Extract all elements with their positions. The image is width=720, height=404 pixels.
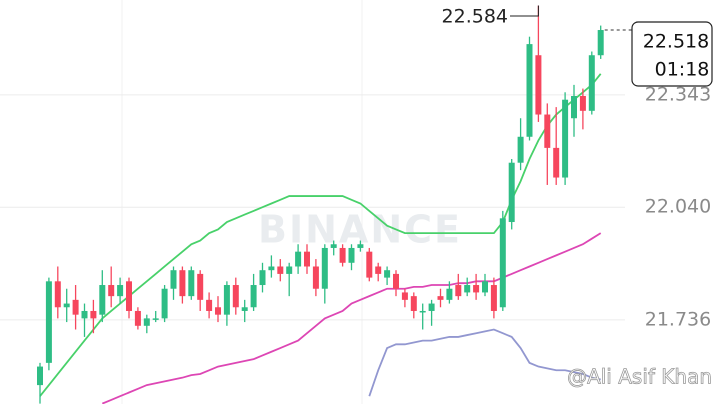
candle-body: [179, 270, 186, 297]
candle-body: [37, 366, 43, 386]
candle-body: [339, 247, 346, 263]
candle-body: [401, 292, 408, 300]
y-tick-label: 22.343: [645, 83, 711, 105]
candle-body: [562, 99, 569, 178]
candle-body: [375, 266, 382, 274]
watermark: BINANCE: [258, 208, 462, 252]
candle-body: [143, 318, 150, 326]
countdown: 01:18: [655, 59, 710, 81]
candle-body: [161, 288, 168, 319]
candle-body: [215, 307, 221, 315]
candle-body: [117, 285, 124, 297]
candle-body: [45, 281, 52, 363]
candle-body: [152, 318, 159, 320]
candle-body: [330, 244, 337, 248]
indicator-line: [101, 232, 602, 404]
candle-body: [357, 244, 364, 248]
candle-body: [81, 310, 88, 319]
candle-body: [446, 288, 453, 300]
candle-body: [223, 285, 230, 315]
indicator-line: [39, 73, 602, 397]
candle-body: [410, 296, 417, 311]
candle-body: [90, 310, 97, 319]
candle-body: [482, 281, 488, 293]
candle-body: [517, 136, 524, 163]
candle-body: [588, 55, 595, 111]
candle-body: [72, 299, 79, 315]
indicator-line: [368, 328, 601, 397]
candle-body: [419, 310, 426, 313]
annotation-leader: [510, 5, 539, 17]
candle-body: [508, 162, 515, 223]
candle-body: [232, 285, 239, 308]
candle-body: [63, 303, 70, 308]
candle-body: [206, 299, 213, 311]
candle-body: [473, 285, 480, 293]
candle-body: [384, 270, 391, 278]
candle-body: [366, 251, 373, 278]
candle-body: [259, 270, 266, 286]
candle-body: [597, 30, 604, 56]
y-tick-label: 21.736: [645, 308, 711, 330]
candle-body: [535, 55, 542, 115]
candle-body: [553, 147, 560, 178]
candle-body: [126, 281, 132, 311]
candle-body: [312, 266, 319, 289]
candle-body: [428, 303, 435, 311]
candle-body: [321, 247, 328, 289]
candle-body: [490, 285, 497, 311]
candle-body: [277, 266, 284, 274]
candle-body: [464, 285, 471, 293]
candle-body: [544, 114, 551, 148]
candle-body: [393, 273, 399, 289]
candle-body: [268, 266, 275, 271]
price-box: [631, 21, 713, 87]
candle-body: [579, 95, 586, 111]
candle-body: [188, 270, 195, 297]
candle-body: [197, 273, 204, 300]
last-price-label: 22.518: [643, 31, 709, 53]
candle-body: [170, 270, 177, 289]
candle-body: [250, 285, 257, 308]
candle-body: [99, 285, 106, 315]
candle-body: [304, 251, 310, 267]
candle-body: [526, 44, 533, 137]
candle-body: [134, 310, 141, 326]
candle-body: [108, 285, 115, 297]
candle-body: [437, 296, 444, 300]
candle-body: [295, 251, 302, 267]
candle-body: [286, 266, 293, 274]
high-annotation: 22.584: [442, 6, 508, 28]
candle-body: [499, 218, 506, 308]
candle-body: [455, 285, 462, 297]
candle-body: [54, 281, 61, 308]
candle-body: [571, 95, 577, 119]
candle-body: [348, 247, 355, 263]
y-tick-label: 22.040: [645, 196, 711, 218]
credit-watermark: @Ali Asif Khan: [567, 365, 712, 389]
candle-body: [241, 307, 248, 311]
